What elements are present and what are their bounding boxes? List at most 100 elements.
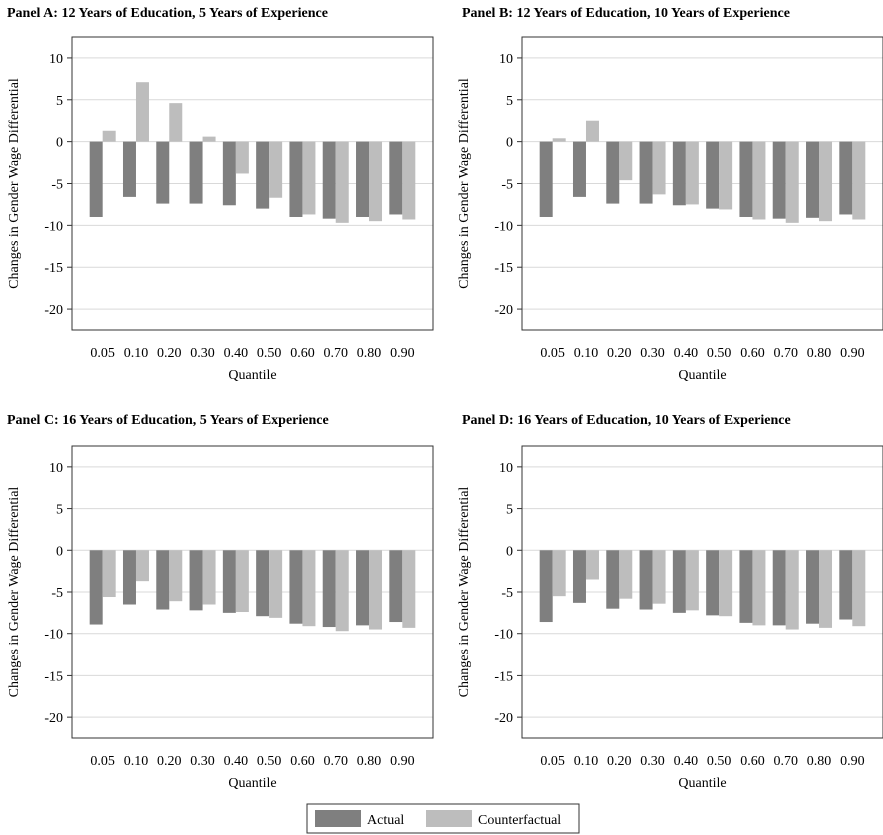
y-tick-label: -15 xyxy=(44,669,63,684)
x-tick-label: 0.50 xyxy=(257,346,282,361)
actual-bar-0.20 xyxy=(606,550,620,609)
actual-bar-0.80 xyxy=(806,141,820,218)
x-tick-label: 0.90 xyxy=(390,754,415,769)
x-tick-label: 0.10 xyxy=(574,346,599,361)
counterfactual-bar-0.40 xyxy=(685,141,699,205)
legend-counterfactual-label: Counterfactual xyxy=(478,813,561,828)
x-tick-label: 0.10 xyxy=(124,346,149,361)
actual-bar-0.90 xyxy=(389,550,403,623)
counterfactual-bar-0.80 xyxy=(819,550,833,628)
chart-panel-1: Panel A: 12 Years of Education, 5 Years … xyxy=(7,6,434,383)
y-tick-label: 5 xyxy=(506,94,513,109)
x-tick-label: 0.10 xyxy=(124,754,149,769)
actual-bar-0.60 xyxy=(289,550,303,624)
y-tick-label: -20 xyxy=(44,711,63,726)
x-axis-label: Quantile xyxy=(678,776,726,791)
actual-bar-0.90 xyxy=(839,550,853,620)
counterfactual-bar-0.30 xyxy=(202,136,216,142)
actual-bar-0.60 xyxy=(739,550,753,623)
actual-bar-0.05 xyxy=(89,550,103,625)
y-tick-label: 5 xyxy=(56,94,63,109)
x-tick-label: 0.40 xyxy=(224,754,249,769)
x-tick-label: 0.50 xyxy=(257,754,282,769)
y-tick-label: 5 xyxy=(56,503,63,518)
y-tick-label: 5 xyxy=(506,503,513,518)
actual-bar-0.80 xyxy=(806,550,820,624)
x-tick-label: 0.20 xyxy=(607,346,632,361)
y-tick-label: 10 xyxy=(499,52,513,67)
counterfactual-bar-0.50 xyxy=(269,141,283,198)
counterfactual-bar-0.50 xyxy=(269,550,283,618)
counterfactual-bar-0.20 xyxy=(619,141,633,181)
chart-panel-3: Panel C: 16 Years of Education, 5 Years … xyxy=(7,413,434,791)
x-axis-label: Quantile xyxy=(228,776,276,791)
counterfactual-bar-0.60 xyxy=(752,141,766,220)
actual-bar-0.60 xyxy=(289,141,303,217)
actual-bar-0.40 xyxy=(222,550,236,613)
x-tick-label: 0.30 xyxy=(640,346,665,361)
counterfactual-bar-0.20 xyxy=(169,550,183,602)
y-tick-label: 0 xyxy=(506,136,513,151)
counterfactual-bar-0.60 xyxy=(752,550,766,626)
actual-bar-0.60 xyxy=(739,141,753,217)
plot-frame xyxy=(71,445,434,739)
chart-panel-4: Panel D: 16 Years of Education, 10 Years… xyxy=(457,413,883,791)
actual-bar-0.70 xyxy=(772,550,786,626)
x-tick-label: 0.90 xyxy=(840,754,865,769)
y-tick-label: -10 xyxy=(44,219,63,234)
x-tick-label: 0.80 xyxy=(807,754,832,769)
actual-bar-0.20 xyxy=(156,141,170,204)
y-tick-label: -20 xyxy=(494,303,513,318)
actual-bar-0.20 xyxy=(156,550,170,610)
actual-bar-0.50 xyxy=(706,141,720,209)
actual-bar-0.10 xyxy=(572,550,586,603)
x-tick-label: 0.05 xyxy=(90,346,115,361)
actual-bar-0.20 xyxy=(606,141,620,204)
actual-bar-0.30 xyxy=(639,550,653,610)
x-tick-label: 0.60 xyxy=(740,346,765,361)
counterfactual-bar-0.10 xyxy=(585,550,599,580)
counterfactual-bar-0.20 xyxy=(619,550,633,599)
y-tick-label: -5 xyxy=(51,586,63,601)
counterfactual-bar-0.80 xyxy=(369,141,383,222)
counterfactual-bar-0.90 xyxy=(852,550,866,627)
y-tick-label: 10 xyxy=(49,461,63,476)
actual-bar-0.05 xyxy=(539,550,553,623)
y-tick-label: -5 xyxy=(501,586,513,601)
x-tick-label: 0.80 xyxy=(807,346,832,361)
actual-bar-0.10 xyxy=(572,141,586,197)
y-axis-label: Changes in Gender Wage Differential xyxy=(457,487,472,698)
counterfactual-bar-0.70 xyxy=(335,141,349,223)
x-tick-label: 0.05 xyxy=(540,346,565,361)
counterfactual-bar-0.90 xyxy=(402,141,416,220)
counterfactual-bar-0.90 xyxy=(852,141,866,220)
counterfactual-bar-0.40 xyxy=(685,550,699,611)
y-tick-label: -5 xyxy=(51,178,63,193)
counterfactual-bar-0.60 xyxy=(302,141,316,215)
y-tick-label: -5 xyxy=(501,178,513,193)
actual-bar-0.30 xyxy=(189,550,203,611)
x-tick-label: 0.20 xyxy=(607,754,632,769)
actual-bar-0.40 xyxy=(672,550,686,613)
y-tick-label: -15 xyxy=(494,261,513,276)
y-tick-label: -10 xyxy=(44,628,63,643)
legend: Actual Counterfactual xyxy=(306,803,580,834)
plot-frame xyxy=(521,36,883,331)
x-tick-label: 0.40 xyxy=(674,754,699,769)
x-tick-label: 0.30 xyxy=(190,754,215,769)
plot-frame xyxy=(71,36,434,331)
counterfactual-bar-0.90 xyxy=(402,550,416,628)
x-axis-label: Quantile xyxy=(678,368,726,383)
y-tick-label: -15 xyxy=(494,669,513,684)
counterfactual-bar-0.10 xyxy=(135,82,149,142)
actual-bar-0.30 xyxy=(639,141,653,204)
actual-bar-0.30 xyxy=(189,141,203,204)
x-tick-label: 0.90 xyxy=(840,346,865,361)
x-tick-label: 0.20 xyxy=(157,346,182,361)
x-tick-label: 0.60 xyxy=(290,754,315,769)
x-tick-label: 0.80 xyxy=(357,754,382,769)
counterfactual-bar-0.40 xyxy=(235,141,249,174)
counterfactual-bar-0.05 xyxy=(552,138,566,142)
y-tick-label: -15 xyxy=(44,261,63,276)
actual-bar-0.70 xyxy=(772,141,786,219)
